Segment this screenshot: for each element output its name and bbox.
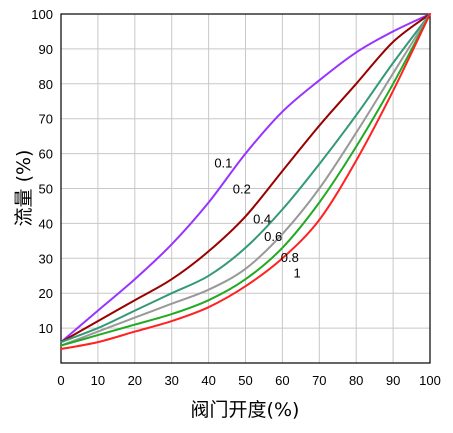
y-tick-label: 80 bbox=[39, 77, 53, 92]
curve-label: 1 bbox=[294, 265, 301, 280]
y-tick-label: 20 bbox=[39, 286, 53, 301]
y-tick-label: 10 bbox=[39, 321, 53, 336]
x-tick-label: 100 bbox=[419, 373, 441, 388]
y-tick-label: 90 bbox=[39, 42, 53, 57]
x-tick-label: 60 bbox=[275, 373, 289, 388]
y-tick-label: 40 bbox=[39, 216, 53, 231]
x-tick-label: 30 bbox=[164, 373, 178, 388]
curves bbox=[60, 13, 431, 350]
curve-0-1 bbox=[60, 13, 431, 344]
x-tick-label: 10 bbox=[91, 373, 105, 388]
x-tick-label: 0 bbox=[57, 373, 64, 388]
curve-0-8 bbox=[60, 13, 431, 347]
curve-0-2 bbox=[60, 13, 431, 344]
x-tick-label: 80 bbox=[349, 373, 363, 388]
y-axis-title: 流量 (%) bbox=[13, 150, 35, 227]
x-tick-label: 40 bbox=[201, 373, 215, 388]
y-axis-ticks: 10 20 30 40 50 60 70 80 90 100 bbox=[31, 7, 53, 336]
curve-label: 0.4 bbox=[253, 211, 271, 226]
curve-labels: 0.10.20.4 0.6 0.81 bbox=[214, 156, 300, 281]
curve-0-6 bbox=[60, 13, 431, 347]
curve-label: 0.6 bbox=[264, 229, 282, 244]
x-axis-ticks: 0 10 20 30 40 50 60 70 80 90 100 bbox=[57, 373, 440, 388]
y-tick-label: 50 bbox=[39, 182, 53, 197]
curve-1 bbox=[60, 13, 431, 350]
curve-label: 0.2 bbox=[233, 182, 251, 197]
y-tick-label: 30 bbox=[39, 251, 53, 266]
curve-0-4 bbox=[60, 13, 431, 344]
x-tick-label: 50 bbox=[238, 373, 252, 388]
y-tick-label: 60 bbox=[39, 147, 53, 162]
y-tick-label: 70 bbox=[39, 112, 53, 127]
x-axis-title: 阀门开度(%) bbox=[191, 399, 300, 421]
x-tick-label: 20 bbox=[128, 373, 142, 388]
x-tick-label: 90 bbox=[386, 373, 400, 388]
x-tick-label: 70 bbox=[312, 373, 326, 388]
plot-frame bbox=[60, 13, 431, 364]
curve-label: 0.1 bbox=[214, 156, 232, 171]
y-tick-label: 100 bbox=[31, 7, 53, 22]
curve-label: 0.8 bbox=[281, 250, 299, 265]
grid bbox=[61, 14, 430, 363]
